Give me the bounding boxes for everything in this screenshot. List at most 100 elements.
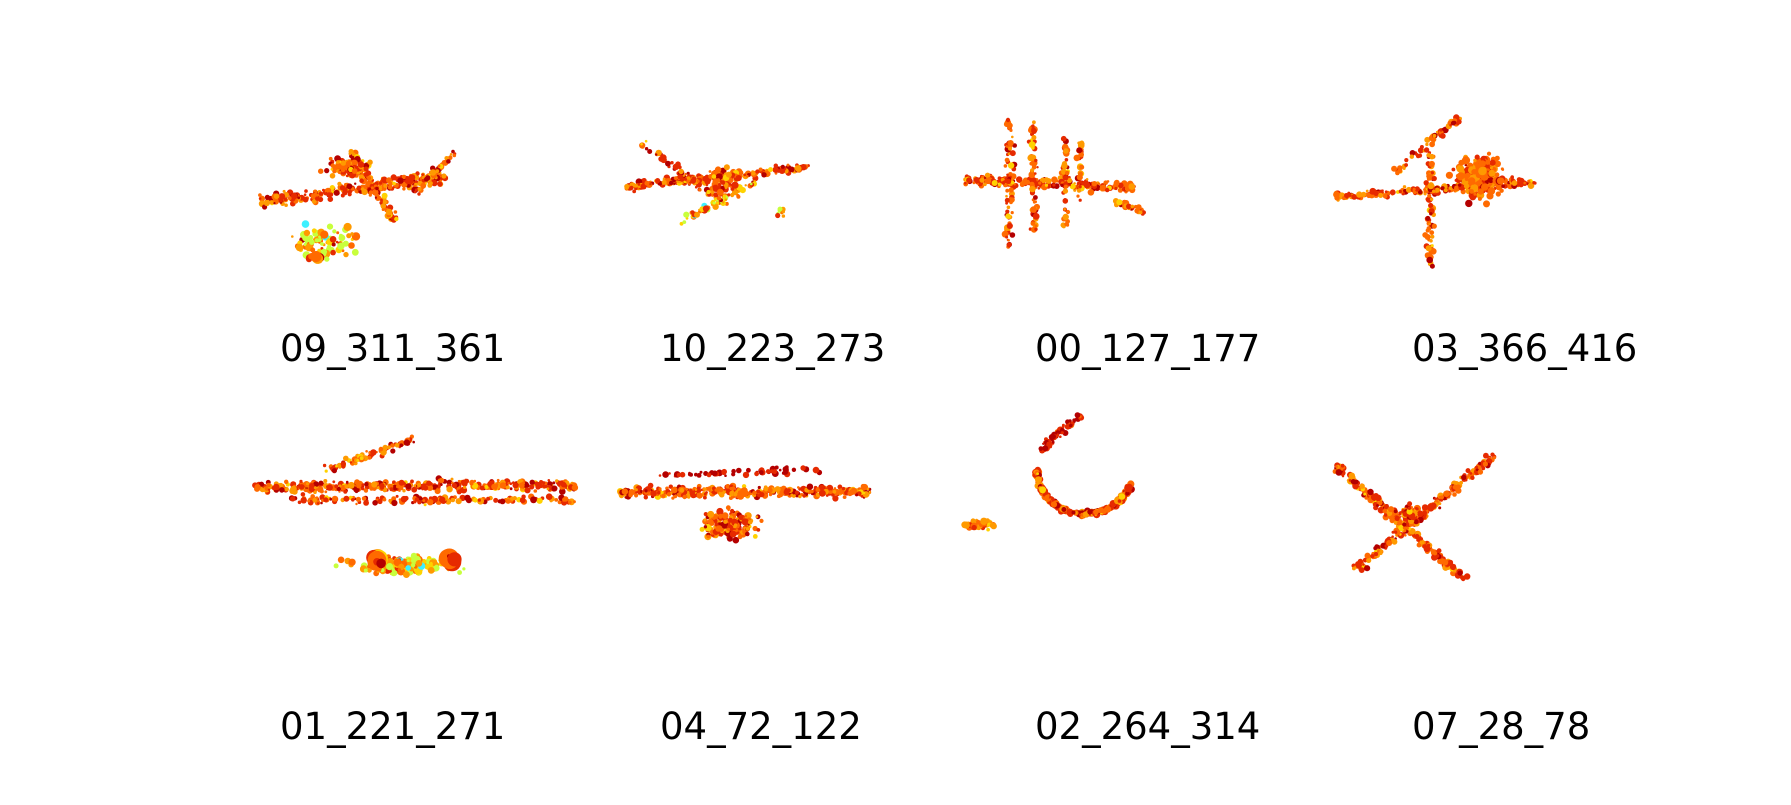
point-mark	[1025, 179, 1030, 185]
point-mark	[299, 479, 303, 483]
point-mark	[1470, 475, 1475, 480]
point-mark	[1061, 425, 1065, 429]
point-mark	[326, 485, 330, 489]
point-mark	[1417, 147, 1424, 154]
point-mark	[1005, 117, 1011, 123]
point-mark	[363, 500, 369, 506]
point-mark	[1467, 164, 1470, 168]
point-mark	[769, 469, 774, 474]
point-mark	[997, 182, 1002, 187]
point-mark	[1443, 188, 1448, 193]
point-mark	[1398, 511, 1402, 515]
point-mark	[551, 485, 558, 492]
point-mark	[662, 471, 669, 478]
point-mark	[1464, 177, 1469, 181]
point-mark	[437, 164, 441, 168]
point-mark	[1104, 506, 1111, 513]
point-mark	[427, 567, 435, 574]
point-mark	[661, 179, 667, 185]
point-mark	[980, 517, 988, 525]
point-mark	[1007, 238, 1010, 242]
point-mark	[708, 170, 712, 173]
point-mark	[1499, 188, 1504, 193]
point-mark	[1352, 482, 1359, 490]
point-mark	[724, 474, 727, 477]
point-mark	[324, 490, 328, 494]
point-mark	[696, 492, 703, 499]
point-mark	[1427, 505, 1434, 512]
point-mark	[650, 490, 657, 497]
point-mark	[984, 177, 992, 185]
point-mark	[427, 499, 434, 506]
point-mark	[1383, 513, 1388, 517]
point-mark	[1423, 180, 1429, 186]
point-mark	[1032, 213, 1040, 220]
point-mark	[1370, 493, 1378, 501]
point-mark	[381, 208, 385, 211]
point-mark	[273, 193, 280, 199]
point-mark	[1439, 133, 1446, 139]
point-mark	[363, 166, 369, 172]
point-mark	[683, 177, 687, 181]
point-mark	[327, 196, 334, 202]
point-mark	[512, 482, 519, 489]
point-mark	[1393, 509, 1398, 514]
point-mark	[1389, 189, 1396, 196]
point-mark	[721, 512, 729, 519]
point-mark	[721, 201, 725, 204]
point-mark	[525, 483, 530, 488]
point-mark	[429, 181, 433, 186]
point-mark	[295, 243, 304, 252]
point-mark	[1091, 181, 1098, 187]
point-mark	[675, 161, 681, 167]
point-mark	[396, 484, 400, 489]
point-mark	[404, 178, 411, 185]
point-mark	[1431, 223, 1437, 229]
point-mark	[1006, 242, 1012, 247]
point-mark	[726, 527, 731, 531]
point-mark	[282, 189, 286, 193]
point-mark	[1352, 566, 1356, 571]
point-cloud-panel	[617, 465, 900, 680]
point-mark	[1373, 190, 1379, 196]
point-mark	[1016, 176, 1023, 183]
point-mark	[302, 196, 309, 203]
point-mark	[313, 490, 317, 494]
point-mark	[706, 472, 712, 478]
point-mark	[1039, 486, 1047, 494]
point-mark	[333, 189, 340, 196]
point-mark	[403, 495, 409, 501]
point-mark	[661, 493, 666, 498]
point-mark	[741, 484, 747, 489]
point-mark	[1051, 434, 1056, 439]
point-cloud-scatter	[963, 117, 1146, 249]
point-mark	[1007, 152, 1011, 156]
point-mark	[775, 212, 781, 219]
point-mark	[676, 472, 682, 478]
point-mark	[1087, 509, 1093, 515]
point-mark	[533, 489, 538, 493]
point-mark	[278, 482, 284, 488]
point-mark	[547, 479, 551, 482]
point-mark	[290, 485, 297, 493]
point-mark	[372, 189, 379, 196]
point-mark	[1413, 519, 1419, 525]
point-mark	[349, 461, 352, 464]
point-mark	[640, 143, 643, 146]
point-mark	[1485, 159, 1491, 165]
point-mark	[519, 497, 526, 504]
point-mark	[1432, 133, 1437, 138]
point-mark	[1118, 493, 1126, 500]
point-mark	[450, 477, 454, 481]
point-mark	[417, 500, 422, 505]
point-mark	[703, 525, 708, 529]
point-mark	[1373, 551, 1379, 557]
point-mark	[1426, 153, 1431, 158]
point-mark	[335, 464, 338, 468]
point-mark	[632, 189, 637, 194]
point-mark	[790, 493, 794, 497]
point-mark	[703, 487, 707, 491]
point-mark	[983, 182, 987, 187]
point-mark	[655, 178, 661, 184]
point-mark	[716, 188, 724, 196]
